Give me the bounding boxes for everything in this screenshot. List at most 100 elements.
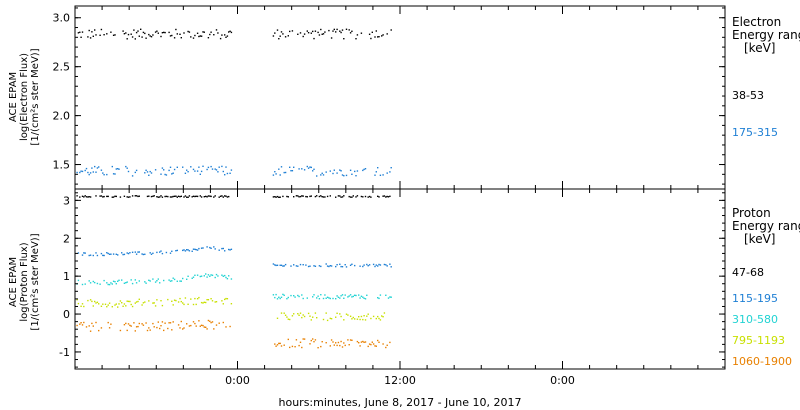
data-point (306, 165, 308, 168)
data-point (305, 195, 307, 198)
data-point (192, 303, 195, 306)
data-point (368, 343, 371, 345)
data-point (349, 339, 352, 341)
data-point (307, 312, 310, 315)
x-tick-label: 0:00 (550, 374, 575, 387)
data-point (210, 195, 212, 198)
data-point (275, 196, 277, 198)
data-point (98, 329, 100, 332)
data-point (190, 324, 192, 327)
data-point (168, 169, 170, 172)
data-point (194, 248, 196, 250)
proton-legend: Proton Energy ranges [keV] 47-68 115-195… (732, 206, 800, 368)
data-point (133, 322, 135, 324)
data-point (293, 313, 295, 315)
data-point (320, 28, 322, 31)
data-point (149, 252, 151, 254)
data-point (126, 300, 128, 302)
data-point (228, 275, 230, 277)
data-point (316, 317, 318, 319)
data-point (343, 38, 345, 40)
data-point (210, 298, 212, 300)
data-point (335, 342, 337, 344)
data-point (205, 301, 207, 304)
data-point (163, 329, 165, 332)
data-point (332, 341, 334, 343)
data-point (279, 174, 281, 176)
data-point (370, 37, 372, 40)
data-point (316, 297, 318, 299)
data-point (127, 196, 130, 198)
data-point (307, 32, 310, 34)
data-point (182, 302, 184, 304)
data-point (347, 339, 349, 341)
data-point (150, 172, 153, 174)
data-point (314, 195, 317, 198)
data-point (156, 30, 158, 32)
data-point (332, 172, 334, 175)
data-point (192, 321, 195, 323)
data-point (313, 294, 315, 296)
data-point (203, 31, 205, 33)
data-point (159, 251, 161, 253)
electron-panel-frame (74, 5, 726, 190)
data-point (114, 281, 116, 283)
data-point (161, 196, 164, 198)
data-point (187, 196, 189, 198)
data-point (153, 195, 155, 197)
data-point (321, 341, 323, 343)
data-point (375, 264, 377, 266)
data-point (157, 321, 159, 323)
data-point (175, 250, 177, 252)
data-point (287, 35, 289, 37)
data-point (280, 31, 283, 33)
data-point (389, 195, 391, 197)
data-point (146, 329, 149, 332)
data-point (363, 341, 365, 343)
data-point (280, 296, 283, 298)
data-point (351, 173, 353, 175)
data-point (302, 338, 304, 340)
data-point (175, 299, 177, 302)
data-point (279, 196, 281, 198)
data-point (386, 344, 388, 346)
data-point (377, 339, 379, 342)
data-point (309, 195, 311, 198)
data-point (284, 314, 287, 316)
data-point (213, 328, 215, 330)
data-point (321, 33, 323, 35)
data-point (348, 29, 350, 31)
data-point (134, 279, 136, 281)
data-point (176, 33, 178, 35)
data-point (167, 195, 169, 198)
data-point (345, 313, 348, 315)
data-point (221, 34, 223, 36)
data-point (186, 169, 188, 171)
data-point (141, 304, 143, 306)
data-point (169, 280, 172, 282)
data-point (118, 303, 120, 305)
data-point (351, 196, 353, 198)
data-point (173, 168, 176, 171)
data-point (279, 342, 281, 345)
data-point (301, 195, 303, 197)
data-point (127, 300, 130, 303)
data-point (172, 304, 174, 306)
data-point (377, 265, 379, 267)
data-point (205, 273, 207, 275)
data-point (108, 302, 111, 304)
data-point (99, 195, 101, 197)
data-point (341, 196, 344, 198)
data-point (224, 250, 226, 252)
data-point (89, 299, 92, 301)
data-point (95, 34, 97, 36)
data-point (96, 282, 99, 285)
data-point (205, 326, 207, 328)
data-point (84, 169, 86, 172)
data-point (298, 168, 300, 170)
data-point (298, 344, 300, 347)
proton-legend-entry: 310-580 (732, 313, 778, 326)
data-point (349, 169, 352, 171)
data-point (215, 324, 218, 326)
data-point (207, 37, 210, 39)
